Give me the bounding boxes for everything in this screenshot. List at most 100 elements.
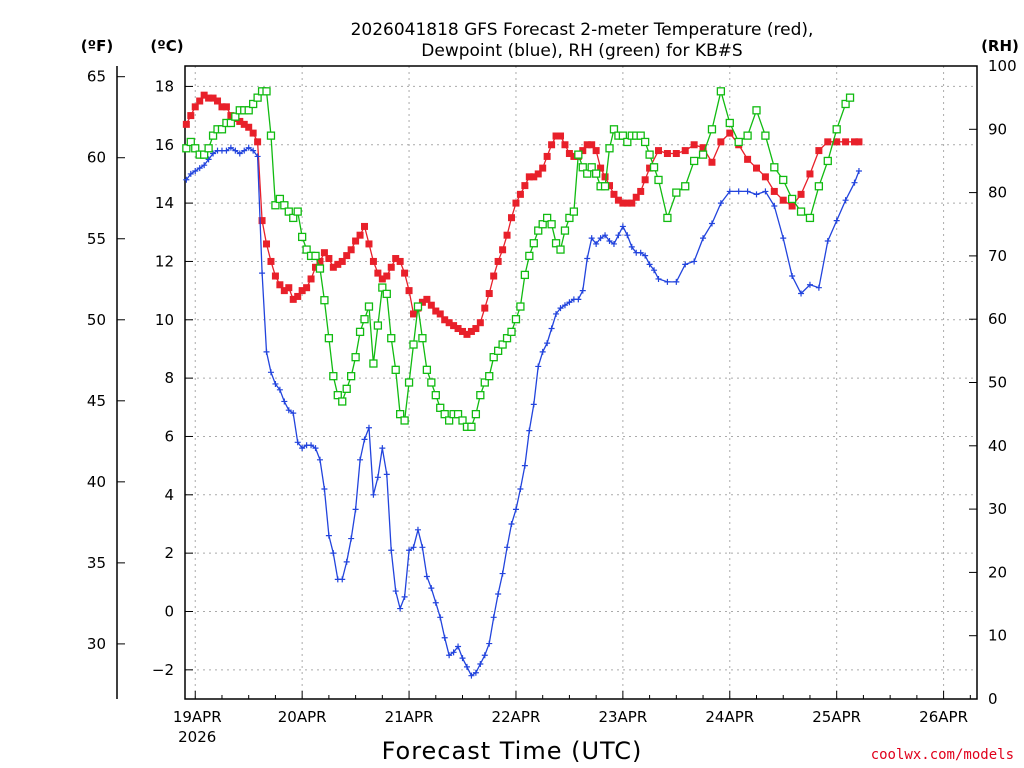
data-point bbox=[471, 409, 481, 419]
data-point bbox=[440, 409, 449, 419]
data-point bbox=[770, 163, 779, 172]
data-point bbox=[356, 231, 364, 239]
celsius-tick-label: 16 bbox=[155, 136, 174, 154]
rh-tick-label: 0 bbox=[988, 690, 998, 708]
data-point bbox=[753, 191, 760, 198]
plot-frame bbox=[184, 65, 978, 700]
data-point bbox=[321, 485, 328, 492]
data-point bbox=[347, 372, 356, 381]
data-point bbox=[391, 365, 400, 374]
data-point bbox=[281, 398, 288, 405]
data-point bbox=[495, 590, 502, 597]
data-point bbox=[637, 187, 645, 195]
data-point bbox=[805, 213, 815, 223]
data-point bbox=[378, 283, 387, 292]
data-point bbox=[583, 169, 592, 178]
data-point bbox=[641, 176, 649, 184]
data-point bbox=[726, 188, 733, 195]
data-point bbox=[208, 131, 218, 140]
data-point bbox=[254, 153, 261, 160]
data-point bbox=[284, 207, 293, 216]
data-point bbox=[459, 655, 466, 662]
data-point bbox=[525, 173, 533, 181]
data-point bbox=[557, 305, 564, 312]
data-point bbox=[436, 403, 445, 412]
fahrenheit-tick-label: 40 bbox=[87, 473, 106, 491]
rh-tick-label: 20 bbox=[988, 563, 1007, 581]
data-point bbox=[364, 302, 374, 311]
data-point bbox=[606, 238, 613, 245]
data-point bbox=[186, 137, 195, 147]
fahrenheit-tick-label: 55 bbox=[87, 230, 106, 248]
data-point bbox=[845, 93, 855, 102]
data-point bbox=[842, 138, 850, 146]
data-point bbox=[503, 231, 511, 239]
data-point bbox=[619, 199, 627, 207]
data-point bbox=[316, 257, 324, 265]
celsius-tick-label: 12 bbox=[155, 252, 174, 270]
x-tick-label: 25APR bbox=[812, 708, 861, 726]
data-point bbox=[560, 226, 570, 235]
data-point bbox=[455, 643, 462, 650]
data-point bbox=[316, 456, 323, 463]
data-point bbox=[761, 173, 769, 181]
data-point bbox=[601, 173, 609, 181]
data-point bbox=[636, 131, 645, 140]
fahrenheit-unit-label: (ºF) bbox=[81, 37, 113, 55]
data-point bbox=[236, 117, 244, 125]
data-point bbox=[575, 296, 582, 303]
data-point bbox=[637, 249, 644, 256]
data-point bbox=[672, 188, 681, 197]
data-point bbox=[833, 217, 840, 224]
data-point bbox=[744, 188, 751, 195]
data-point bbox=[672, 150, 680, 158]
data-point bbox=[824, 238, 831, 245]
x-tick-label: 23APR bbox=[598, 708, 647, 726]
data-point bbox=[373, 321, 383, 330]
data-point bbox=[717, 200, 724, 207]
data-point bbox=[797, 190, 805, 198]
x-tick-label: 26APR bbox=[919, 708, 968, 726]
celsius-tick-label: −2 bbox=[152, 661, 174, 679]
data-point bbox=[427, 378, 436, 387]
data-point bbox=[690, 141, 698, 149]
data-point bbox=[646, 164, 654, 172]
data-point bbox=[290, 410, 297, 417]
data-point bbox=[725, 118, 734, 128]
data-point bbox=[814, 182, 824, 191]
data-point bbox=[392, 255, 400, 263]
data-point bbox=[422, 365, 432, 374]
data-point bbox=[324, 334, 334, 343]
data-point bbox=[593, 240, 600, 247]
data-point bbox=[210, 150, 217, 157]
data-point bbox=[338, 257, 346, 265]
data-point bbox=[538, 220, 547, 229]
data-point bbox=[262, 87, 271, 96]
celsius-tick-label: 2 bbox=[164, 544, 174, 562]
data-point bbox=[182, 144, 191, 153]
data-point bbox=[409, 340, 418, 349]
data-point bbox=[681, 147, 689, 155]
data-point bbox=[588, 235, 595, 242]
data-point bbox=[266, 131, 276, 140]
data-point bbox=[232, 147, 239, 154]
data-point bbox=[308, 442, 315, 449]
data-point bbox=[552, 132, 560, 140]
rh-tick-label: 70 bbox=[988, 247, 1007, 265]
data-point bbox=[334, 260, 342, 268]
data-point bbox=[504, 544, 511, 551]
data-point bbox=[673, 278, 680, 285]
data-point bbox=[222, 103, 230, 111]
data-point bbox=[357, 456, 364, 463]
data-point bbox=[618, 131, 628, 140]
data-point bbox=[597, 235, 604, 242]
data-point bbox=[735, 188, 742, 195]
data-point bbox=[432, 599, 439, 606]
data-point bbox=[547, 220, 556, 229]
data-point bbox=[432, 307, 440, 315]
data-point bbox=[788, 202, 796, 210]
data-point bbox=[263, 348, 270, 355]
data-point bbox=[280, 287, 288, 295]
